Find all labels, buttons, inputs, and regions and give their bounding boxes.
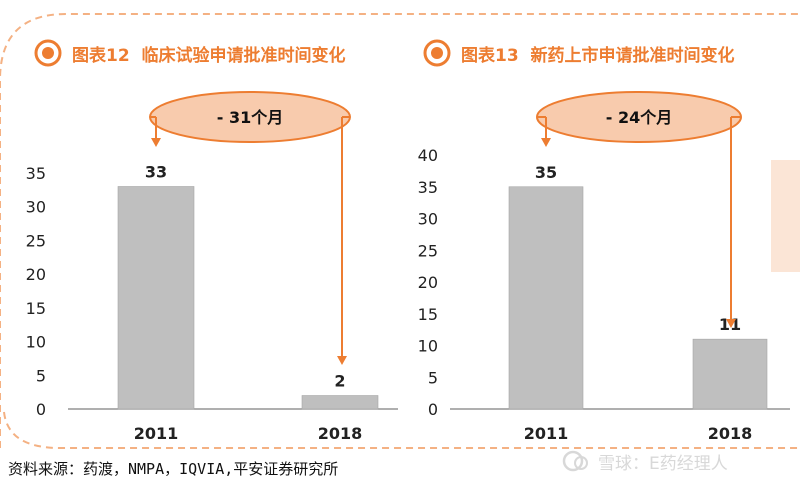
dashed-frame — [0, 13, 800, 448]
y-tick-label: 25 — [26, 231, 46, 250]
callout-label: - 24个月 — [606, 108, 672, 127]
bar-2011 — [508, 186, 584, 410]
y-tick-label: 15 — [418, 305, 438, 324]
y-tick-label: 0 — [36, 400, 46, 419]
y-tick-label: 20 — [418, 273, 438, 292]
bar-value-label: 35 — [535, 163, 557, 182]
watermark-text: 雪球：E药经理人 — [598, 453, 728, 474]
arrow-right-head — [726, 319, 736, 328]
arrow-right-head — [337, 356, 347, 365]
arrow-left-head — [151, 138, 161, 147]
watermark: 雪球：E药经理人 — [562, 449, 728, 474]
source-note: 资料来源：药渡，NMPA，IQVIA,平安证券研究所 — [8, 460, 339, 478]
y-tick-label: 0 — [428, 400, 438, 419]
x-tick-label: 2018 — [708, 424, 753, 443]
y-tick-label: 10 — [26, 333, 46, 352]
bar-2018 — [301, 395, 379, 410]
y-tick-label: 30 — [26, 198, 46, 217]
y-tick-label: 35 — [26, 164, 46, 183]
title-badge-icon — [423, 39, 451, 67]
y-tick-label: 35 — [418, 178, 438, 197]
chart-title: 图表13 新药上市申请批准时间变化 — [461, 45, 735, 66]
bar-2018 — [692, 338, 768, 410]
y-tick-label: 40 — [418, 146, 438, 165]
side-panel — [771, 160, 800, 272]
chart-clinical-trial: 图表12 临床试验申请批准时间变化 0 5 10 15 20 25 30 35 33 2011 2 2… — [26, 39, 398, 443]
y-tick-label: 5 — [428, 368, 438, 387]
bar-2011 — [117, 186, 195, 410]
y-tick-label: 10 — [418, 337, 438, 356]
callout-label: - 31个月 — [217, 108, 283, 127]
x-tick-label: 2011 — [524, 424, 569, 443]
dashed-frame-bottom — [3, 411, 800, 449]
bar-value-label: 33 — [145, 162, 167, 181]
x-tick-label: 2018 — [318, 424, 363, 443]
chart-title: 图表12 临床试验申请批准时间变化 — [72, 45, 346, 66]
y-tick-label: 15 — [26, 299, 46, 318]
y-tick-label: 25 — [418, 241, 438, 260]
chart-new-drug: 图表13 新药上市申请批准时间变化 0 5 10 15 20 25 30 35 40 35 2011… — [418, 39, 790, 443]
snowball-logo-icon — [562, 450, 588, 472]
y-tick-label: 20 — [26, 265, 46, 284]
x-tick-label: 2011 — [134, 424, 179, 443]
arrow-left-head — [541, 138, 551, 147]
bar-value-label: 2 — [334, 372, 345, 391]
y-tick-label: 5 — [36, 366, 46, 385]
title-badge-icon — [34, 39, 62, 67]
y-tick-label: 30 — [418, 210, 438, 229]
